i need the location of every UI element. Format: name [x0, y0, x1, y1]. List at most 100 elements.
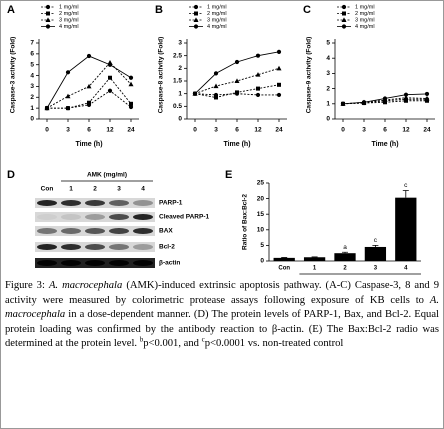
legend-label: 4 mg/ml: [59, 24, 79, 30]
x-tick-label: Con: [278, 266, 290, 272]
y-tick-label: 3: [30, 83, 34, 90]
panel-letter: A: [7, 4, 15, 16]
data-point: [234, 59, 240, 65]
x-tick-label: 3: [374, 266, 378, 272]
legend-label: 1 mg/ml: [355, 4, 375, 10]
data-point: [256, 86, 260, 91]
data-point: [424, 95, 430, 101]
blot-strip: [35, 212, 155, 222]
bar: [303, 257, 326, 261]
y-tick-label: 0: [260, 258, 264, 265]
bar: [395, 197, 417, 261]
blot-band: [61, 214, 81, 220]
lane-label: 1: [69, 186, 73, 193]
data-point: [66, 106, 70, 111]
legend-label: 1 mg/ml: [59, 4, 79, 10]
x-tick-label: 0: [193, 127, 197, 134]
data-point: [108, 75, 112, 80]
y-tick-label: 25: [257, 180, 265, 187]
legend-marker: [46, 11, 50, 16]
data-point: [213, 71, 219, 76]
y-tick-label: 2: [178, 65, 182, 72]
legend-marker: [341, 24, 347, 29]
panel-letter: B: [155, 4, 163, 16]
y-tick-label: 1: [178, 90, 182, 97]
blot-band: [109, 260, 129, 266]
data-point: [128, 81, 134, 87]
y-tick-label: 3: [326, 70, 330, 77]
y-axis-label: Caspase-9 activity (Fold): [306, 37, 313, 114]
data-point: [255, 92, 261, 98]
panel-letter: E: [225, 169, 232, 181]
x-tick-label: 4: [404, 266, 408, 272]
blot-band: [37, 200, 57, 206]
data-point: [340, 101, 346, 106]
data-point: [128, 75, 134, 80]
bar-label: c: [374, 237, 378, 244]
data-point: [425, 98, 429, 103]
y-tick-label: 5: [260, 242, 264, 249]
blot-band: [61, 260, 81, 266]
caption-text: p<0.001, and: [143, 338, 202, 350]
x-tick-label: 3: [214, 127, 218, 134]
y-tick-label: 4: [326, 55, 330, 62]
legend-marker: [45, 4, 51, 10]
x-tick-label: 1: [313, 266, 317, 272]
caption-text: A. macrocephala: [5, 294, 439, 321]
x-tick-label: 12: [254, 127, 262, 134]
blot-band: [109, 244, 129, 250]
series-line: [46, 55, 132, 109]
y-tick-label: 3: [178, 40, 182, 47]
data-point: [44, 106, 50, 111]
data-point: [255, 53, 261, 58]
caption-text: (AMK)-induced extrinsic apoptosis pathwa…: [5, 280, 440, 306]
data-point: [86, 53, 92, 59]
data-point: [87, 100, 91, 105]
bar: [334, 253, 356, 261]
data-point: [361, 100, 367, 105]
blot-band: [37, 244, 57, 250]
x-tick-label: 24: [127, 127, 135, 134]
y-tick-label: 0: [326, 116, 330, 123]
blot-band: [61, 228, 81, 234]
data-point: [424, 91, 430, 97]
blot-band: [85, 228, 105, 234]
data-point: [128, 104, 134, 110]
data-point: [107, 62, 113, 67]
row-label: β-actin: [159, 260, 180, 267]
y-tick-label: 2: [30, 94, 34, 101]
lane-label: Con: [41, 186, 54, 193]
x-tick-label: 3: [362, 127, 366, 134]
blot-band: [85, 244, 105, 250]
y-tick-label: 20: [257, 195, 265, 202]
caption-text: b: [139, 335, 144, 344]
data-point: [403, 92, 409, 97]
y-axis-label: Ratio of Bax:Bcl-2: [242, 194, 249, 250]
legend-marker: [193, 24, 199, 29]
blot-band: [109, 200, 129, 206]
caption-text: c: [201, 335, 205, 344]
blot-band: [85, 200, 105, 206]
x-tick-label: 12: [402, 127, 410, 134]
data-point: [403, 95, 409, 100]
x-tick-label: 6: [235, 127, 239, 134]
legend-label: 4 mg/ml: [355, 24, 375, 30]
caption-text: Figure 3:: [5, 280, 49, 291]
row-label: PARP-1: [159, 200, 183, 207]
row-label: Bcl-2: [159, 244, 175, 251]
caption-text: in a dose-dependent manner. (D) The prot…: [5, 309, 439, 350]
y-tick-label: 0: [30, 116, 34, 123]
y-tick-label: 15: [257, 211, 265, 218]
blot-band: [85, 260, 105, 266]
legend-label: 3 mg/ml: [207, 17, 227, 23]
y-tick-label: 6: [30, 51, 34, 58]
blot-band: [37, 214, 57, 220]
data-point: [65, 93, 71, 99]
y-tick-label: 1: [326, 101, 330, 108]
y-tick-label: 10: [257, 227, 265, 234]
y-tick-label: 7: [30, 40, 34, 47]
x-tick-label: 12: [106, 127, 114, 134]
y-tick-label: 1: [30, 105, 34, 112]
x-axis-label: Time (h): [371, 141, 398, 148]
